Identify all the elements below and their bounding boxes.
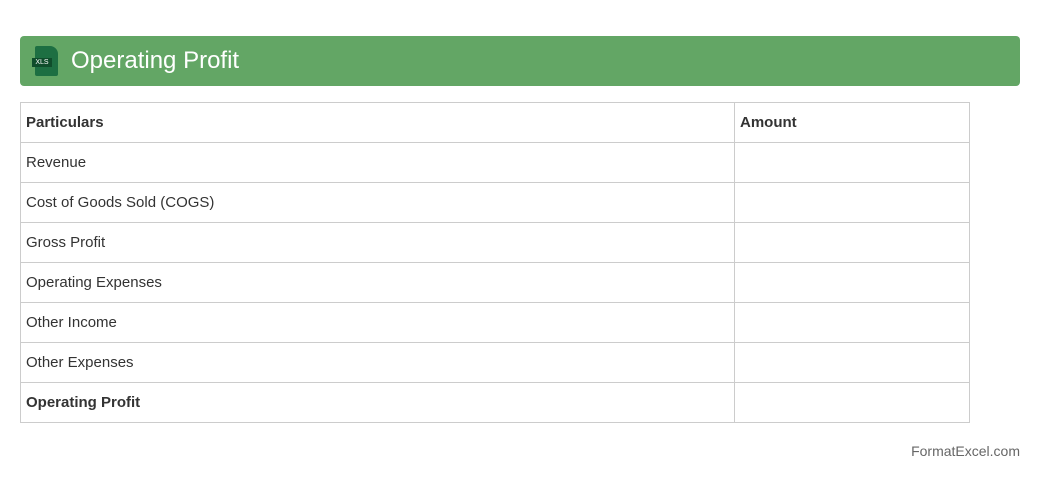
xls-file-icon: XLS [32, 46, 58, 76]
page-title: Operating Profit [71, 47, 240, 74]
row-label: Gross Profit [20, 222, 735, 263]
operating-profit-table: Particulars Amount Revenue Cost of Goods … [20, 102, 970, 423]
table-row: Other Income [20, 302, 970, 343]
table-row: Revenue [20, 142, 970, 183]
table-row: Other Expenses [20, 342, 970, 383]
row-label: Revenue [20, 142, 735, 183]
header-amount: Amount [734, 102, 970, 143]
amount-cell[interactable] [734, 142, 970, 183]
amount-cell[interactable] [734, 182, 970, 223]
row-label: Cost of Goods Sold (COGS) [20, 182, 735, 223]
amount-cell[interactable] [734, 342, 970, 383]
header-particulars: Particulars [20, 102, 735, 143]
amount-cell[interactable] [734, 382, 970, 423]
table-row: Operating Profit [20, 382, 970, 423]
table-row: Operating Expenses [20, 262, 970, 303]
row-label: Other Income [20, 302, 735, 343]
row-label: Operating Profit [20, 382, 735, 423]
amount-cell[interactable] [734, 262, 970, 303]
table-row: Gross Profit [20, 222, 970, 263]
table-header-row: Particulars Amount [20, 102, 970, 143]
row-label: Operating Expenses [20, 262, 735, 303]
amount-cell[interactable] [734, 222, 970, 263]
footer-brand: FormatExcel.com [911, 443, 1020, 459]
amount-cell[interactable] [734, 302, 970, 343]
header-banner: XLS Operating Profit [20, 36, 1020, 86]
table-row: Cost of Goods Sold (COGS) [20, 182, 970, 223]
row-label: Other Expenses [20, 342, 735, 383]
